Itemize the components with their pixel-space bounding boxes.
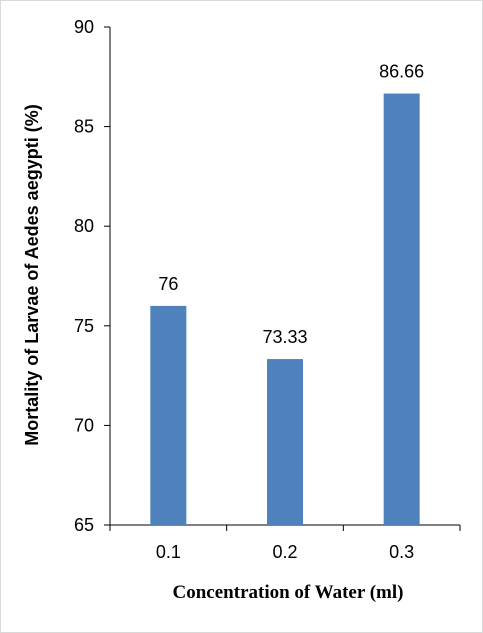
- bar: [150, 305, 187, 525]
- y-tick-label: 90: [74, 17, 94, 37]
- x-tick-label: 0.1: [156, 542, 181, 562]
- y-tick-label: 80: [74, 216, 94, 236]
- y-tick-label: 85: [74, 117, 94, 137]
- bar: [267, 359, 303, 525]
- y-tick-label: 70: [74, 415, 94, 435]
- y-tick-label: 65: [74, 515, 94, 535]
- bar: [383, 93, 420, 525]
- data-label: 76: [158, 274, 178, 294]
- x-tick-label: 0.2: [272, 542, 297, 562]
- data-labels-group: 76 73.33 86.66: [158, 62, 424, 348]
- y-axis: 65 70 75 80 85 90: [74, 17, 111, 535]
- data-label: 73.33: [262, 327, 307, 347]
- x-axis: 0.1 0.2 0.3: [109, 524, 461, 562]
- x-tick-label: 0.3: [389, 542, 414, 562]
- data-label: 86.66: [379, 62, 424, 82]
- y-axis-label: Mortality of Larvae of Aedes aegypti (%): [22, 104, 42, 445]
- y-tick-label: 75: [74, 316, 94, 336]
- x-axis-label: Concentration of Water (ml): [173, 582, 404, 603]
- bars-group: [150, 93, 420, 525]
